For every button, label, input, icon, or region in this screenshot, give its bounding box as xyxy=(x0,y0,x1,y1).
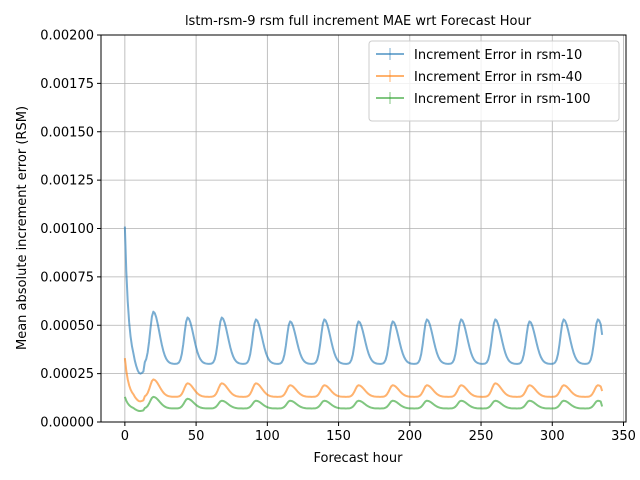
y-tick-label: 0.00125 xyxy=(40,174,94,189)
y-tick-label: 0.00175 xyxy=(40,77,94,92)
y-axis-title: Mean absolute increment error (RSM) xyxy=(15,106,30,350)
x-tick-label: 150 xyxy=(326,429,351,444)
x-tick-label: 200 xyxy=(397,429,422,444)
legend-label: Increment Error in rsm-10 xyxy=(414,48,582,63)
x-tick-label: 50 xyxy=(188,429,205,444)
series-line xyxy=(123,226,604,375)
series-layer xyxy=(123,226,604,413)
y-tick-label: 0.00075 xyxy=(40,270,94,285)
x-tick-label: 350 xyxy=(611,429,636,444)
chart-title: lstm-rsm-9 rsm full increment MAE wrt Fo… xyxy=(185,14,532,29)
y-tick-label: 0.00200 xyxy=(40,29,94,44)
legend-label: Increment Error in rsm-100 xyxy=(414,92,591,107)
ticks: 0 50 100 150 200 250 300 350 0.00000 0.00025 0.000… xyxy=(40,29,636,445)
y-tick-label: 0.00050 xyxy=(40,319,94,334)
x-axis-title: Forecast hour xyxy=(314,451,404,466)
y-tick-label: 0.00000 xyxy=(40,416,94,431)
series-line xyxy=(123,358,604,403)
x-tick-label: 0 xyxy=(121,429,129,444)
legend: Increment Error in rsm-10 Increment Error… xyxy=(368,40,620,122)
legend-label: Increment Error in rsm-40 xyxy=(414,70,582,85)
y-tick-label: 0.00100 xyxy=(40,222,94,237)
x-tick-label: 250 xyxy=(469,429,494,444)
y-tick-label: 0.00025 xyxy=(40,367,94,382)
x-tick-label: 300 xyxy=(540,429,565,444)
x-tick-label: 100 xyxy=(255,429,280,444)
legend-box xyxy=(368,40,620,122)
y-tick-label: 0.00150 xyxy=(40,125,94,140)
series-line xyxy=(123,395,604,413)
